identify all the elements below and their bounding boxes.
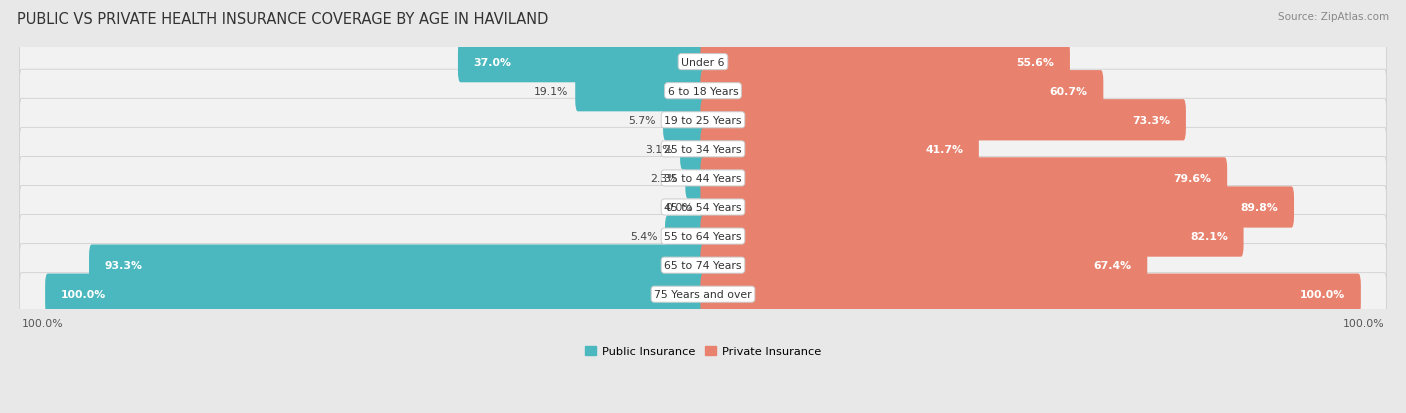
Text: 67.4%: 67.4%: [1094, 261, 1132, 271]
FancyBboxPatch shape: [700, 100, 1185, 141]
Text: 60.7%: 60.7%: [1050, 86, 1088, 97]
Text: 100.0%: 100.0%: [21, 318, 63, 328]
FancyBboxPatch shape: [20, 186, 1386, 229]
FancyBboxPatch shape: [20, 215, 1386, 258]
Text: 37.0%: 37.0%: [474, 57, 512, 67]
Text: 5.4%: 5.4%: [630, 232, 658, 242]
Text: PUBLIC VS PRIVATE HEALTH INSURANCE COVERAGE BY AGE IN HAVILAND: PUBLIC VS PRIVATE HEALTH INSURANCE COVER…: [17, 12, 548, 27]
FancyBboxPatch shape: [700, 42, 1070, 83]
FancyBboxPatch shape: [700, 216, 1243, 257]
Text: Under 6: Under 6: [682, 57, 724, 67]
FancyBboxPatch shape: [681, 129, 706, 170]
FancyBboxPatch shape: [20, 99, 1386, 142]
FancyBboxPatch shape: [700, 71, 1104, 112]
FancyBboxPatch shape: [458, 42, 706, 83]
FancyBboxPatch shape: [20, 157, 1386, 200]
FancyBboxPatch shape: [685, 158, 706, 199]
FancyBboxPatch shape: [89, 245, 706, 286]
Text: 65 to 74 Years: 65 to 74 Years: [664, 261, 742, 271]
FancyBboxPatch shape: [20, 273, 1386, 316]
FancyBboxPatch shape: [20, 70, 1386, 113]
FancyBboxPatch shape: [664, 100, 706, 141]
Text: 93.3%: 93.3%: [105, 261, 143, 271]
Text: 73.3%: 73.3%: [1132, 116, 1170, 126]
FancyBboxPatch shape: [700, 158, 1227, 199]
Legend: Public Insurance, Private Insurance: Public Insurance, Private Insurance: [581, 341, 825, 361]
Text: 100.0%: 100.0%: [1301, 290, 1346, 299]
Text: 6 to 18 Years: 6 to 18 Years: [668, 86, 738, 97]
Text: 55.6%: 55.6%: [1017, 57, 1054, 67]
Text: 19.1%: 19.1%: [534, 86, 568, 97]
FancyBboxPatch shape: [20, 128, 1386, 171]
Text: 55 to 64 Years: 55 to 64 Years: [664, 232, 742, 242]
Text: 82.1%: 82.1%: [1189, 232, 1227, 242]
FancyBboxPatch shape: [700, 245, 1147, 286]
Text: 25 to 34 Years: 25 to 34 Years: [664, 145, 742, 154]
FancyBboxPatch shape: [575, 71, 706, 112]
Text: 75 Years and over: 75 Years and over: [654, 290, 752, 299]
FancyBboxPatch shape: [665, 216, 706, 257]
FancyBboxPatch shape: [45, 274, 706, 315]
Text: Source: ZipAtlas.com: Source: ZipAtlas.com: [1278, 12, 1389, 22]
Text: 100.0%: 100.0%: [60, 290, 105, 299]
Text: 45 to 54 Years: 45 to 54 Years: [664, 202, 742, 212]
Text: 5.7%: 5.7%: [628, 116, 655, 126]
Text: 79.6%: 79.6%: [1174, 173, 1212, 183]
FancyBboxPatch shape: [20, 244, 1386, 287]
FancyBboxPatch shape: [700, 274, 1361, 315]
Text: 41.7%: 41.7%: [925, 145, 963, 154]
Text: 100.0%: 100.0%: [1343, 318, 1385, 328]
FancyBboxPatch shape: [700, 129, 979, 170]
Text: 2.3%: 2.3%: [651, 173, 678, 183]
Text: 35 to 44 Years: 35 to 44 Years: [664, 173, 742, 183]
Text: 0.0%: 0.0%: [665, 202, 693, 212]
Text: 19 to 25 Years: 19 to 25 Years: [664, 116, 742, 126]
FancyBboxPatch shape: [20, 41, 1386, 84]
Text: 3.1%: 3.1%: [645, 145, 673, 154]
Text: 89.8%: 89.8%: [1240, 202, 1278, 212]
FancyBboxPatch shape: [700, 187, 1294, 228]
